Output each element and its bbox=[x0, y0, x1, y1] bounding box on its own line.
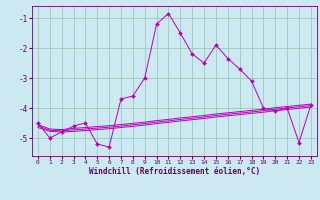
X-axis label: Windchill (Refroidissement éolien,°C): Windchill (Refroidissement éolien,°C) bbox=[89, 167, 260, 176]
